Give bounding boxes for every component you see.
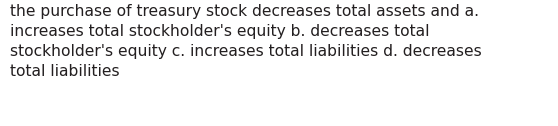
Text: the purchase of treasury stock decreases total assets and a.
increases total sto: the purchase of treasury stock decreases… bbox=[10, 4, 482, 79]
